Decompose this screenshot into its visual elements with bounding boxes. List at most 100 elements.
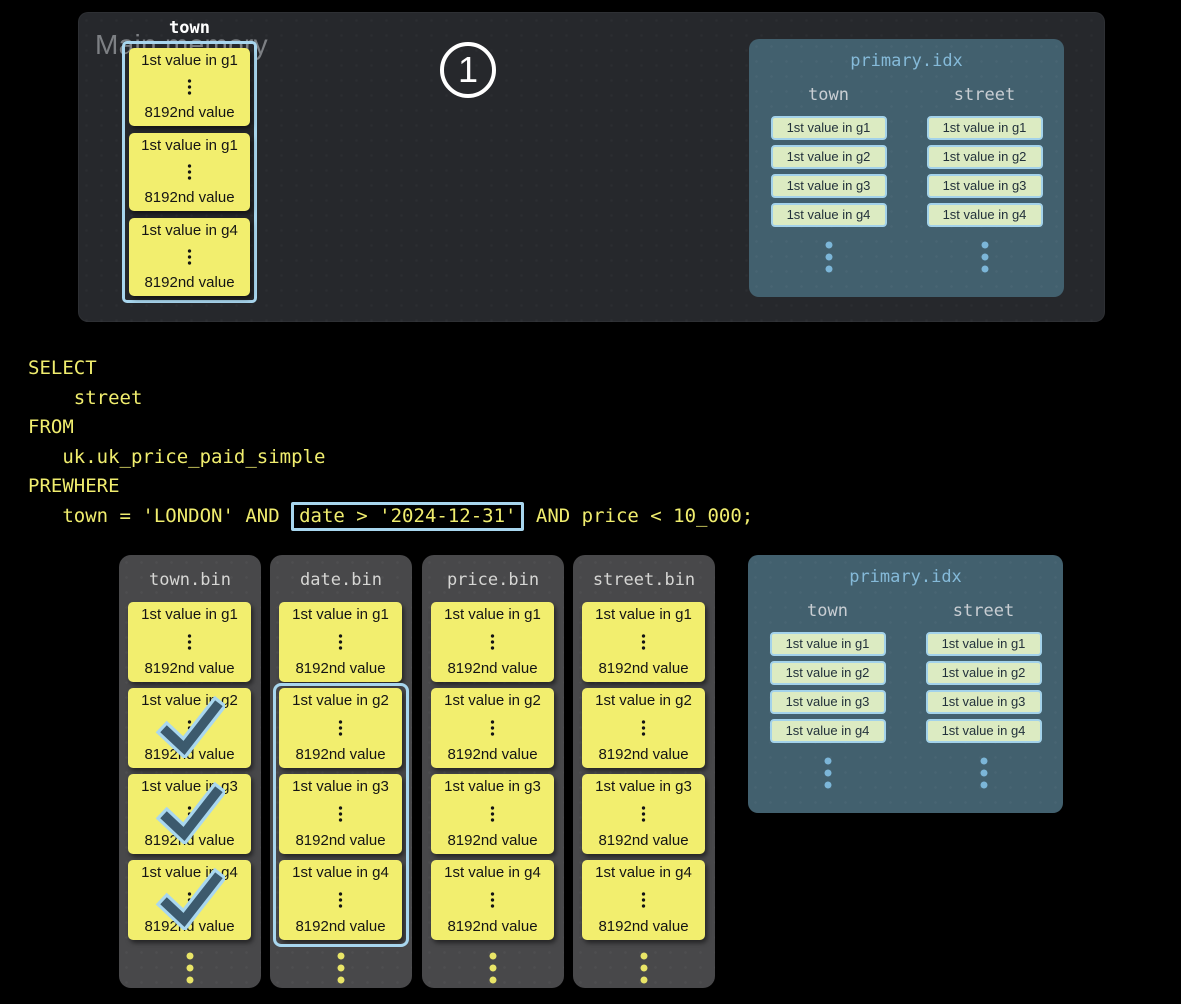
granule-first-value: 1st value in g2 [595, 692, 692, 709]
vertical-ellipsis-icon [490, 719, 495, 736]
bin-header: date.bin [300, 570, 382, 590]
primary-index-title: primary.idx [849, 567, 962, 587]
granule-first-value: 1st value in g4 [141, 222, 238, 239]
sql-line-from: FROM [28, 416, 74, 438]
index-column-street: street 1st value in g1 1st value in g2 1… [925, 601, 1042, 789]
vertical-ellipsis-icon [338, 633, 343, 650]
index-entry: 1st value in g1 [926, 116, 1043, 140]
bin-blocks: 1st value in g1 8192nd value 1st value i… [431, 602, 555, 940]
granule-last-value: 8192nd value [144, 746, 235, 763]
checkmark-icon [155, 868, 225, 930]
index-entry: 1st value in g2 [925, 661, 1042, 685]
checkmark-icon [155, 696, 225, 758]
granule-first-value: 1st value in g4 [292, 864, 389, 881]
vertical-ellipsis-icon [490, 805, 495, 822]
vertical-ellipsis-icon [187, 78, 192, 95]
bin-header: price.bin [446, 570, 540, 590]
index-entry: 1st value in g2 [769, 661, 886, 685]
index-entry: 1st value in g4 [926, 203, 1043, 227]
granule-block: 1st value in g3 8192nd value [582, 774, 705, 854]
granule-block: 1st value in g4 8192nd value [129, 218, 250, 296]
index-column-street: street 1st value in g1 1st value in g2 1… [926, 85, 1043, 273]
sql-line-table: uk.uk_price_paid_simple [28, 445, 326, 468]
granule-first-value: 1st value in g1 [141, 52, 238, 69]
granule-first-value: 1st value in g1 [292, 606, 389, 623]
vertical-ellipsis-icon [490, 633, 495, 650]
index-entry: 1st value in g4 [770, 203, 887, 227]
index-entry: 1st value in g3 [926, 174, 1043, 198]
granule-first-value: 1st value in g1 [444, 606, 541, 623]
granule-block: 1st value in g1 8192nd value [279, 602, 402, 682]
primary-index-columns: town 1st value in g1 1st value in g2 1st… [749, 85, 1064, 273]
granule-first-value: 1st value in g3 [595, 778, 692, 795]
step-1-badge: 1 [440, 42, 496, 98]
granule-block: 1st value in g2 8192nd value [582, 688, 705, 768]
vertical-ellipsis-icon [338, 891, 343, 908]
granule-last-value: 8192nd value [144, 832, 235, 849]
bin-header: street.bin [592, 570, 696, 590]
granule-last-value: 8192nd value [598, 918, 689, 935]
primary-index-title: primary.idx [850, 51, 963, 71]
vertical-ellipsis-icon [980, 239, 989, 273]
bin-panel-street: street.bin 1st value in g1 8192nd value … [573, 555, 715, 988]
granule-block: 1st value in g3 8192nd value [431, 774, 554, 854]
granule-block: 1st value in g4 8192nd value [431, 860, 554, 940]
granule-block: 1st value in g1 8192nd value [128, 602, 251, 682]
granule-block: 1st value in g1 8192nd value [582, 602, 705, 682]
vertical-ellipsis-icon [490, 891, 495, 908]
vertical-ellipsis-icon [187, 163, 192, 180]
index-column-header: street [953, 85, 1016, 105]
index-entry: 1st value in g2 [926, 145, 1043, 169]
sql-line-prewhere: PREWHERE [28, 475, 120, 497]
vertical-ellipsis-icon [337, 950, 345, 984]
bin-blocks: 1st value in g1 8192nd value 1st value i… [279, 602, 403, 940]
granule-last-value: 8192nd value [447, 746, 538, 763]
sql-line-conditions: town = 'LONDON' AND date > '2024-12-31' … [28, 501, 753, 532]
granule-last-value: 8192nd value [598, 746, 689, 763]
granule-first-value: 1st value in g2 [444, 692, 541, 709]
index-entry: 1st value in g1 [770, 116, 887, 140]
granule-block: 1st value in g3 8192nd value [279, 774, 402, 854]
granule-last-value: 8192nd value [144, 104, 235, 121]
granule-first-value: 1st value in g4 [444, 864, 541, 881]
vertical-ellipsis-icon [640, 950, 648, 984]
primary-index-columns: town 1st value in g1 1st value in g2 1st… [748, 601, 1063, 789]
index-column-header: town [808, 85, 849, 105]
index-column-town: town 1st value in g1 1st value in g2 1st… [769, 601, 886, 789]
granule-first-value: 1st value in g1 [595, 606, 692, 623]
granule-last-value: 8192nd value [144, 660, 235, 677]
index-column-town: town 1st value in g1 1st value in g2 1st… [770, 85, 887, 273]
vertical-ellipsis-icon [186, 950, 194, 984]
granule-block: 1st value in g2 8192nd value [431, 688, 554, 768]
granule-block: 1st value in g2 8192nd value [279, 688, 402, 768]
index-entry: 1st value in g2 [770, 145, 887, 169]
granule-last-value: 8192nd value [447, 832, 538, 849]
granule-last-value: 8192nd value [447, 660, 538, 677]
vertical-ellipsis-icon [489, 950, 497, 984]
granule-block: 1st value in g4 8192nd value [582, 860, 705, 940]
vertical-ellipsis-icon [824, 239, 833, 273]
vertical-ellipsis-icon [641, 633, 646, 650]
index-entry: 1st value in g3 [769, 690, 886, 714]
checkmark-icon [155, 782, 225, 844]
granule-last-value: 8192nd value [295, 918, 386, 935]
granule-block: 1st value in g1 8192nd value [431, 602, 554, 682]
index-entry: 1st value in g1 [925, 632, 1042, 656]
granule-first-value: 1st value in g2 [292, 692, 389, 709]
granule-last-value: 8192nd value [447, 918, 538, 935]
granule-last-value: 8192nd value [295, 832, 386, 849]
granule-last-value: 8192nd value [144, 918, 235, 935]
granule-block: 1st value in g4 8192nd value [128, 860, 251, 940]
granule-block: 1st value in g1 8192nd value [129, 133, 250, 211]
primary-index-panel: primary.idx town 1st value in g1 1st val… [748, 555, 1063, 813]
bin-header: town.bin [149, 570, 231, 590]
index-entry: 1st value in g3 [925, 690, 1042, 714]
primary-index-panel: primary.idx town 1st value in g1 1st val… [749, 39, 1064, 297]
index-entry: 1st value in g3 [770, 174, 887, 198]
bin-panel-town: town.bin 1st value in g1 8192nd value 1s… [119, 555, 261, 988]
vertical-ellipsis-icon [641, 719, 646, 736]
granule-block: 1st value in g4 8192nd value [279, 860, 402, 940]
granule-first-value: 1st value in g1 [141, 137, 238, 154]
memory-column-header: town [169, 18, 210, 38]
granule-last-value: 8192nd value [598, 832, 689, 849]
